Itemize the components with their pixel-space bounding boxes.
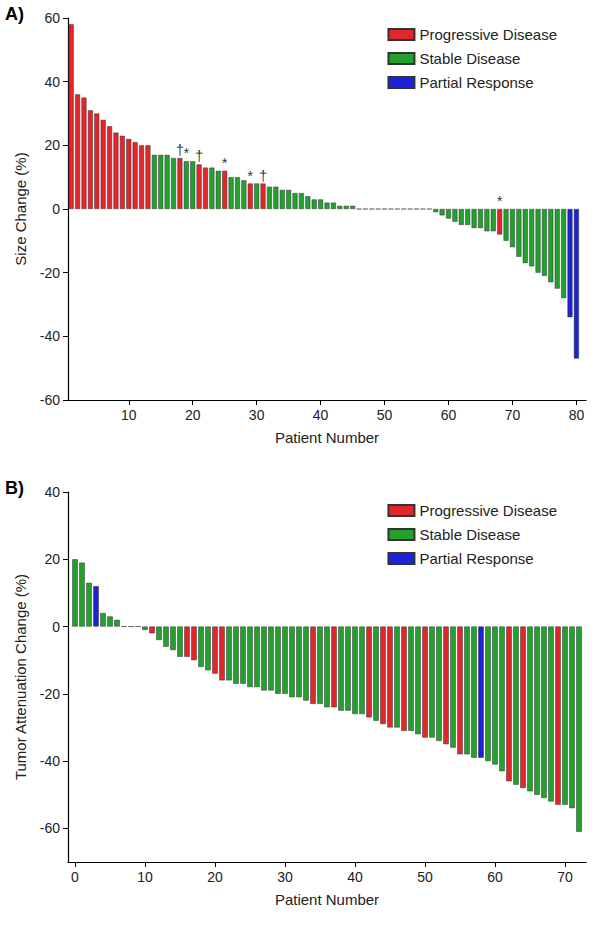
svg-text:Stable Disease: Stable Disease <box>419 50 520 67</box>
svg-text:-40: -40 <box>40 328 60 344</box>
svg-text:60: 60 <box>441 407 457 423</box>
svg-text:60: 60 <box>44 10 60 26</box>
svg-text:Size Change (%): Size Change (%) <box>12 152 29 265</box>
svg-text:30: 30 <box>249 407 265 423</box>
svg-text:20: 20 <box>207 869 223 885</box>
svg-text:†: † <box>195 147 203 164</box>
svg-text:Partial Response: Partial Response <box>419 74 533 91</box>
svg-text:*: * <box>247 167 253 184</box>
svg-text:10: 10 <box>121 407 137 423</box>
svg-text:80: 80 <box>569 407 585 423</box>
svg-text:50: 50 <box>417 869 433 885</box>
svg-text:*: * <box>497 192 503 209</box>
svg-text:20: 20 <box>44 551 60 567</box>
svg-text:70: 70 <box>505 407 521 423</box>
svg-text:70: 70 <box>557 869 573 885</box>
svg-text:Progressive Disease: Progressive Disease <box>419 502 557 519</box>
svg-text:-60: -60 <box>40 392 60 408</box>
svg-text:B): B) <box>5 478 24 498</box>
svg-text:0: 0 <box>52 619 60 635</box>
svg-text:Patient Number: Patient Number <box>275 429 379 446</box>
svg-text:Partial Response: Partial Response <box>419 550 533 567</box>
svg-text:10: 10 <box>137 869 153 885</box>
svg-text:40: 40 <box>44 74 60 90</box>
svg-text:-20: -20 <box>40 686 60 702</box>
svg-text:0: 0 <box>52 201 60 217</box>
svg-text:-20: -20 <box>40 265 60 281</box>
svg-text:†: † <box>259 167 267 184</box>
svg-text:50: 50 <box>377 407 393 423</box>
svg-text:Progressive Disease: Progressive Disease <box>419 26 557 43</box>
svg-text:30: 30 <box>277 869 293 885</box>
svg-text:40: 40 <box>44 484 60 500</box>
svg-text:40: 40 <box>313 407 329 423</box>
svg-text:*: * <box>183 144 189 161</box>
svg-text:*: * <box>222 154 228 171</box>
svg-text:20: 20 <box>44 137 60 153</box>
svg-text:Tumor Attenuation Change (%): Tumor Attenuation Change (%) <box>12 574 29 780</box>
svg-text:0: 0 <box>71 869 79 885</box>
svg-text:20: 20 <box>185 407 201 423</box>
svg-text:-40: -40 <box>40 753 60 769</box>
svg-text:A): A) <box>5 4 24 24</box>
svg-text:Stable Disease: Stable Disease <box>419 526 520 543</box>
svg-text:-60: -60 <box>40 820 60 836</box>
svg-text:Patient Number: Patient Number <box>275 891 379 908</box>
svg-text:60: 60 <box>487 869 503 885</box>
svg-text:40: 40 <box>347 869 363 885</box>
